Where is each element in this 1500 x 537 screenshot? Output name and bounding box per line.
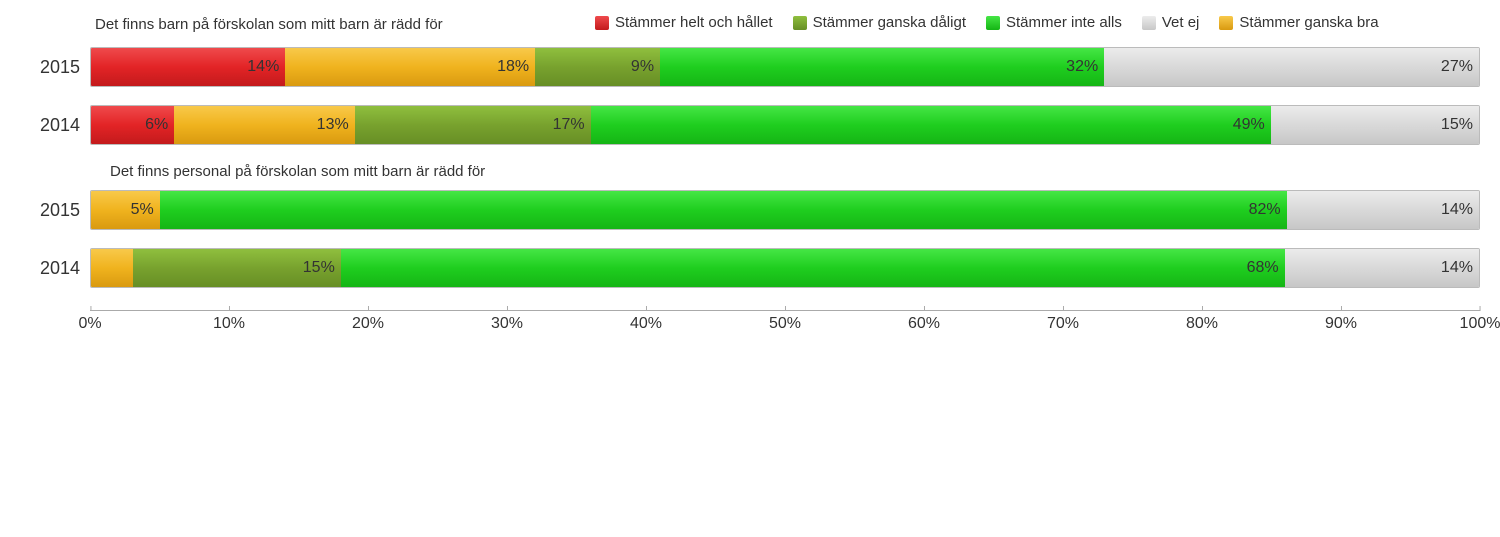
bar-segment-vetej: 27%	[1104, 48, 1479, 86]
legend-label: Stämmer ganska bra	[1239, 14, 1378, 31]
bar-segment-helt: 14%	[91, 48, 285, 86]
bar-segment-label: 14%	[1441, 201, 1473, 219]
legend-swatch	[1142, 16, 1156, 30]
legend-label: Stämmer inte alls	[1006, 14, 1122, 31]
axis-tick: 100%	[1460, 311, 1500, 333]
bar-segment-dalig: 15%	[133, 249, 341, 287]
bar-segment-fill	[1104, 48, 1479, 86]
bar-segment-bra: 18%	[285, 48, 535, 86]
question-title-1: Det finns personal på förskolan som mitt…	[110, 163, 1480, 180]
axis-tick: 60%	[908, 311, 940, 333]
axis-tick: 70%	[1047, 311, 1079, 333]
bar-track: 14% 18% 9% 32% 27%	[90, 47, 1480, 87]
axis-tick-label: 20%	[352, 311, 384, 333]
legend-label: Stämmer ganska dåligt	[813, 14, 966, 31]
bar-segment-inte: 49%	[591, 106, 1271, 144]
legend-item: Stämmer inte alls	[986, 14, 1122, 31]
question-block: Det finns personal på förskolan som mitt…	[20, 163, 1480, 292]
bar-segment-fill	[160, 191, 1287, 229]
axis-tick-label: 70%	[1047, 311, 1079, 333]
bar-segment-vetej: 14%	[1285, 249, 1479, 287]
header-row: Det finns barn på förskolan som mitt bar…	[20, 10, 1480, 33]
bar-segment-label: 82%	[1249, 201, 1281, 219]
bar-segment-bra	[91, 249, 133, 287]
axis-tick-label: 40%	[630, 311, 662, 333]
axis-tick-label: 50%	[769, 311, 801, 333]
bar-segment-label: 14%	[1441, 259, 1473, 277]
bar-track: 15% 68% 14%	[90, 248, 1480, 288]
legend-swatch	[1219, 16, 1233, 30]
bar-track: 6% 13% 17% 49% 15%	[90, 105, 1480, 145]
legend-swatch	[793, 16, 807, 30]
axis-tick: 80%	[1186, 311, 1218, 333]
legend-item: Stämmer ganska bra	[1219, 14, 1378, 31]
axis-tick: 40%	[630, 311, 662, 333]
legend-label: Vet ej	[1162, 14, 1200, 31]
bar-segment-inte: 32%	[660, 48, 1104, 86]
x-axis-container: 0%10%20%30%40%50%60%70%80%90%100%	[20, 306, 1480, 340]
axis-tick: 50%	[769, 311, 801, 333]
question-block: 2015 14% 18% 9% 32% 27% 2014 6% 13% 17% 49% 15%	[20, 43, 1480, 149]
bar-row: 2015 14% 18% 9% 32% 27%	[20, 43, 1480, 91]
axis-tick: 0%	[78, 311, 101, 333]
bar-segment-helt: 6%	[91, 106, 174, 144]
year-label: 2014	[20, 115, 90, 136]
bar-row: 2014 15% 68% 14%	[20, 244, 1480, 292]
year-label: 2014	[20, 258, 90, 279]
bar-row: 2015 5% 82% 14%	[20, 186, 1480, 234]
bar-segment-label: 68%	[1247, 259, 1279, 277]
bar-segment-label: 14%	[247, 58, 279, 76]
charts-container: 2015 14% 18% 9% 32% 27% 2014 6% 13% 17% 49% 15% Det …	[20, 43, 1480, 292]
axis-tick-label: 90%	[1325, 311, 1357, 333]
year-label: 2015	[20, 57, 90, 78]
axis-tick-label: 10%	[213, 311, 245, 333]
bar-track: 5% 82% 14%	[90, 190, 1480, 230]
bar-segment-vetej: 15%	[1271, 106, 1479, 144]
bar-segment-bra: 13%	[174, 106, 354, 144]
axis-tick: 20%	[352, 311, 384, 333]
bar-segment-label: 32%	[1066, 58, 1098, 76]
bar-segment-fill	[91, 249, 133, 287]
bar-segment-label: 9%	[631, 58, 654, 76]
bar-segment-label: 15%	[303, 259, 335, 277]
bar-segment-fill	[341, 249, 1285, 287]
bar-segment-label: 49%	[1233, 116, 1265, 134]
question-title-0: Det finns barn på förskolan som mitt bar…	[95, 10, 595, 33]
bar-segment-bra: 5%	[91, 191, 160, 229]
legend-item: Stämmer ganska dåligt	[793, 14, 966, 31]
bar-row: 2014 6% 13% 17% 49% 15%	[20, 101, 1480, 149]
axis-tick: 90%	[1325, 311, 1357, 333]
axis-tick-label: 100%	[1460, 311, 1500, 333]
bar-segment-dalig: 17%	[355, 106, 591, 144]
legend-swatch	[986, 16, 1000, 30]
bar-segment-fill	[591, 106, 1271, 144]
bar-segment-label: 13%	[317, 116, 349, 134]
legend: Stämmer helt och hållet Stämmer ganska då…	[595, 10, 1480, 31]
bar-segment-label: 5%	[131, 201, 154, 219]
axis-tick-label: 30%	[491, 311, 523, 333]
axis-tick-label: 60%	[908, 311, 940, 333]
axis-tick: 10%	[213, 311, 245, 333]
bar-segment-label: 27%	[1441, 58, 1473, 76]
legend-item: Vet ej	[1142, 14, 1200, 31]
bar-segment-dalig: 9%	[535, 48, 660, 86]
x-axis: 0%10%20%30%40%50%60%70%80%90%100%	[90, 310, 1480, 340]
bar-segment-fill	[660, 48, 1104, 86]
bar-segment-inte: 68%	[341, 249, 1285, 287]
legend-swatch	[595, 16, 609, 30]
axis-tick-label: 80%	[1186, 311, 1218, 333]
year-label: 2015	[20, 200, 90, 221]
legend-label: Stämmer helt och hållet	[615, 14, 773, 31]
bar-segment-vetej: 14%	[1287, 191, 1479, 229]
bar-segment-label: 15%	[1441, 116, 1473, 134]
legend-item: Stämmer helt och hållet	[595, 14, 773, 31]
bar-segment-label: 18%	[497, 58, 529, 76]
bar-segment-label: 6%	[145, 116, 168, 134]
axis-tick-label: 0%	[78, 311, 101, 333]
bar-segment-inte: 82%	[160, 191, 1287, 229]
axis-tick: 30%	[491, 311, 523, 333]
bar-segment-label: 17%	[553, 116, 585, 134]
